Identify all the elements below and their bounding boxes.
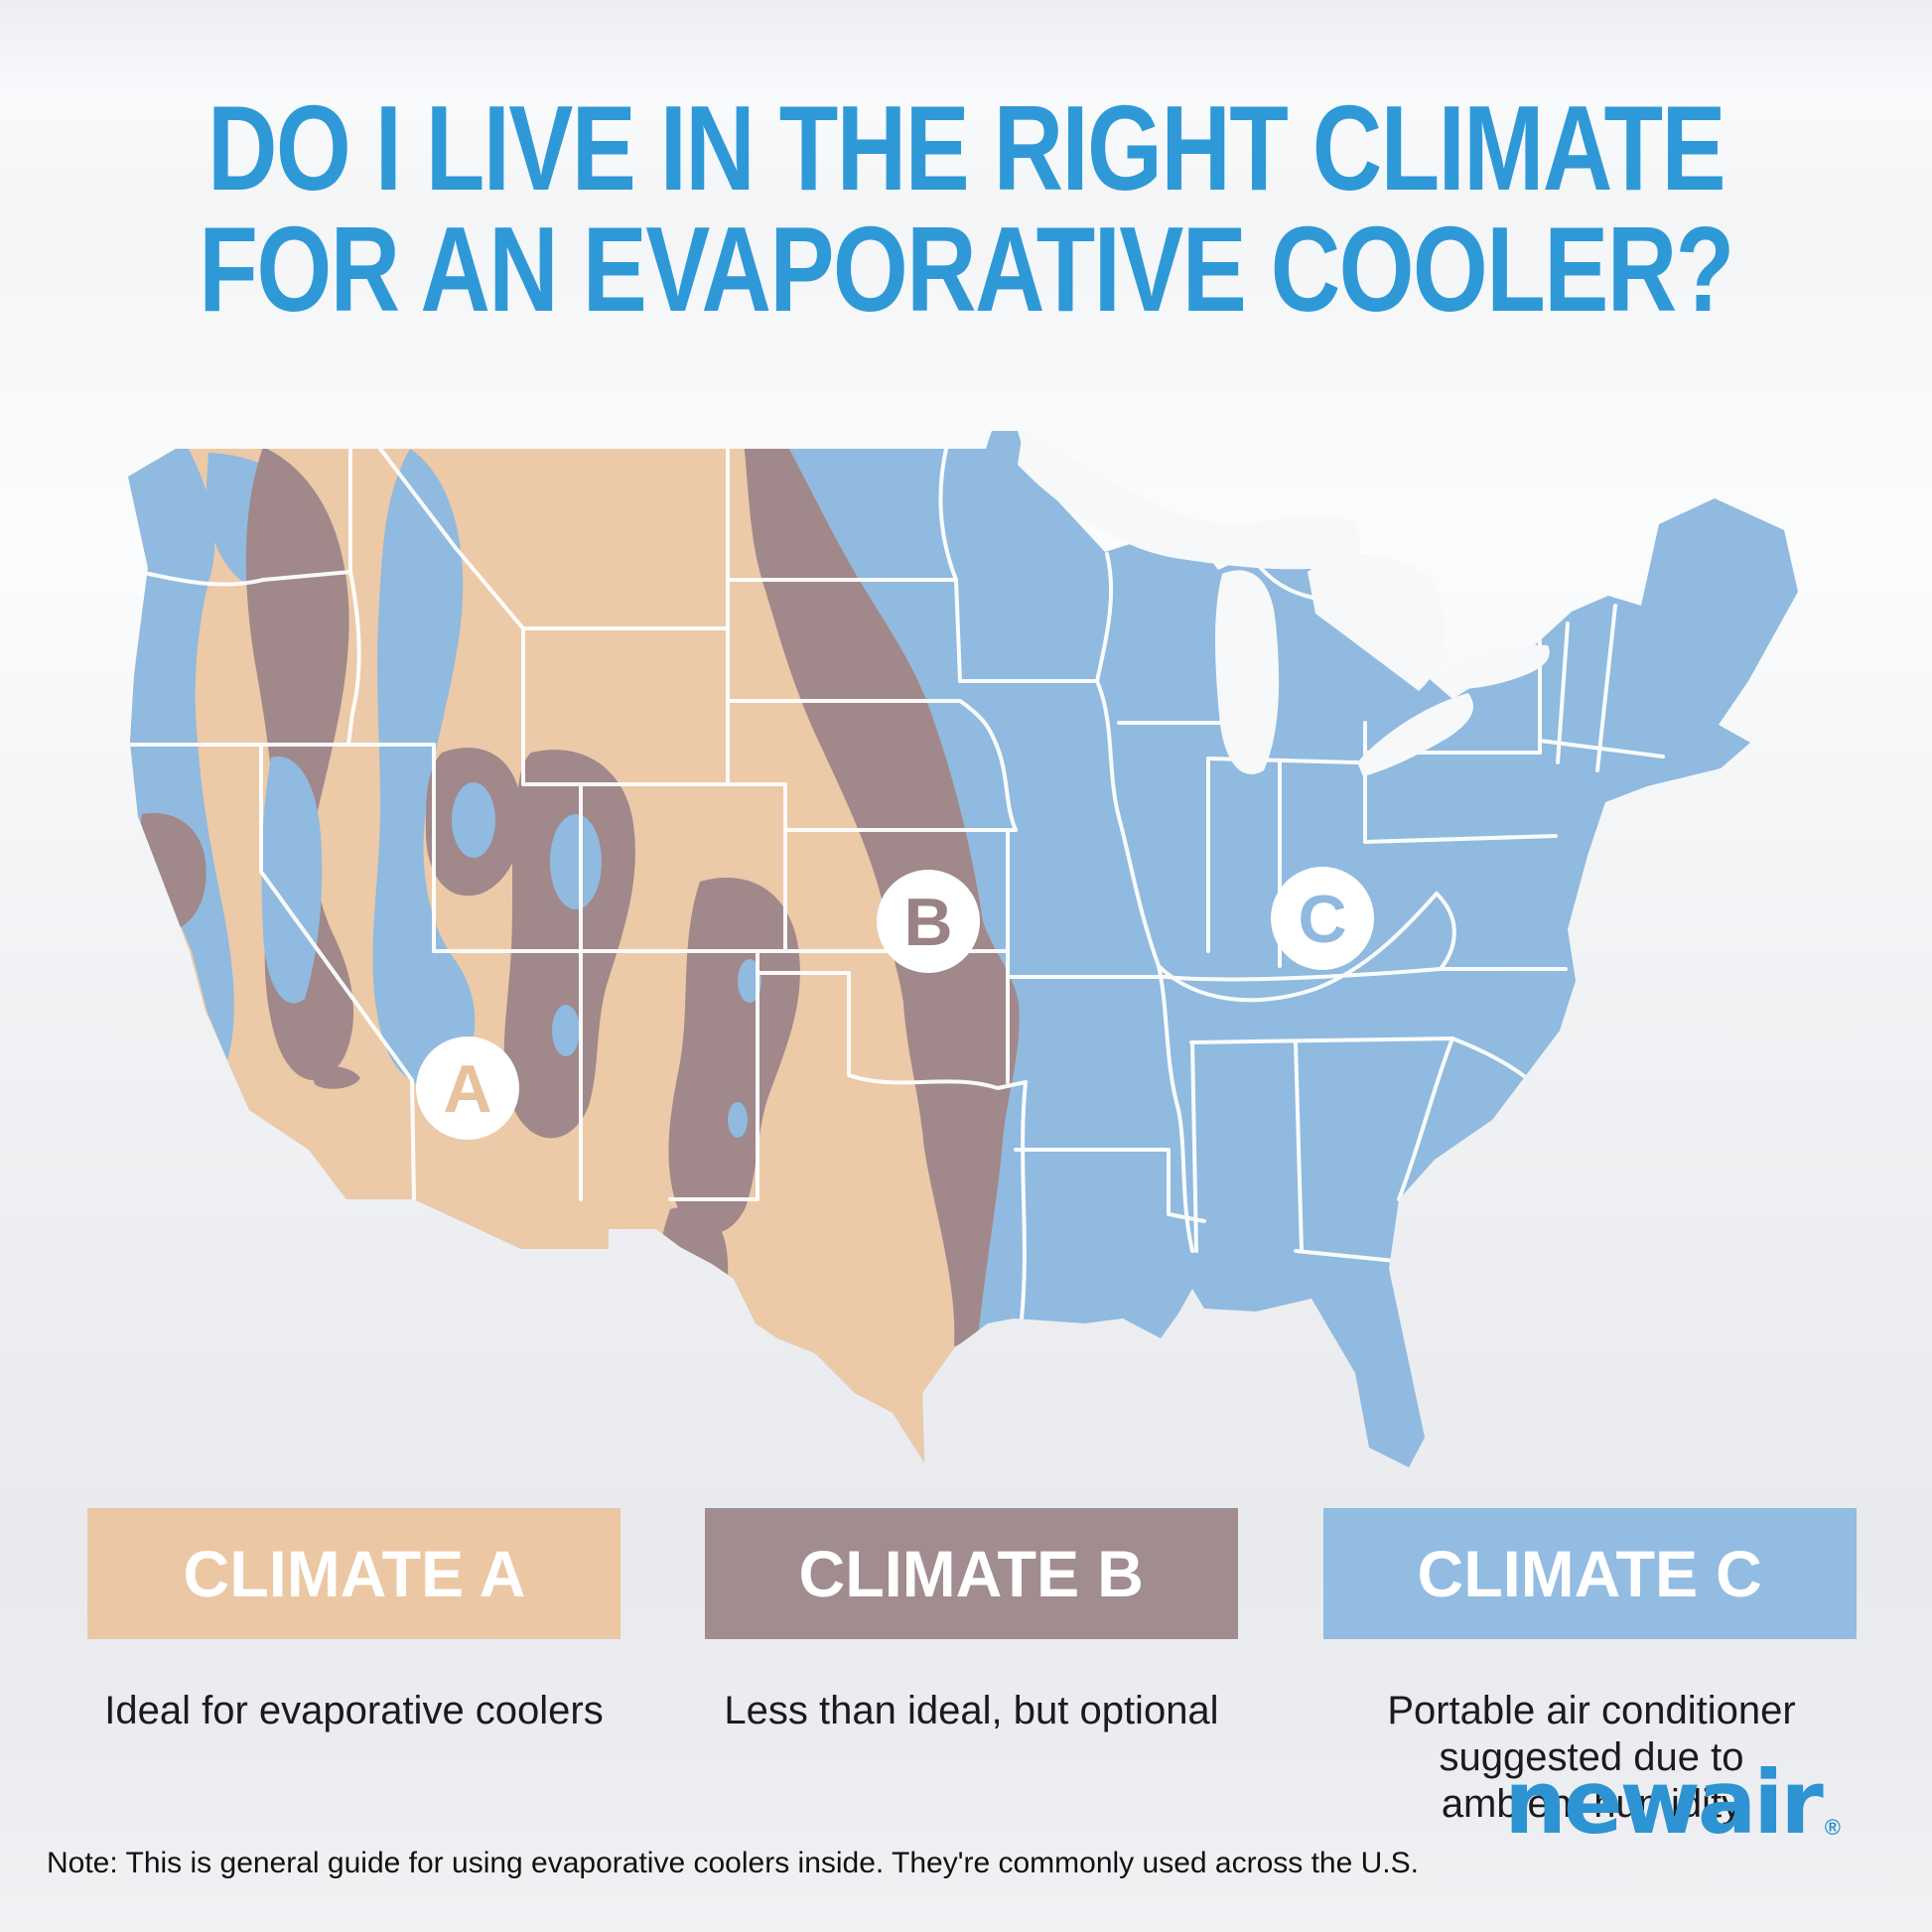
zone-sierra-c bbox=[261, 757, 323, 1004]
legend-label-climate-b: CLIMATE B bbox=[798, 1537, 1145, 1610]
zone-marker-c-label: C bbox=[1298, 882, 1346, 957]
zone-marker-b-circle bbox=[877, 870, 980, 973]
zone-marker-b: B bbox=[877, 870, 980, 973]
great-lakes bbox=[1018, 431, 1550, 776]
zone-arizona-b-dash bbox=[311, 1065, 360, 1089]
lake-superior bbox=[1018, 431, 1362, 570]
zone-alpine-lake2-c bbox=[552, 1005, 580, 1056]
footnote: Note: This is general guide for using ev… bbox=[47, 1847, 1419, 1879]
zone-marker-a: A bbox=[416, 1036, 519, 1140]
zone-yellowstone-b bbox=[503, 750, 635, 1139]
zone-salt-lake-c bbox=[452, 782, 495, 858]
page-title-line1: DO I LIVE IN THE RIGHT CLIMATE bbox=[207, 80, 1726, 215]
state-borders bbox=[128, 447, 1665, 1320]
brand-logo: newair ® bbox=[1504, 1759, 1841, 1847]
zone-idaho-c bbox=[372, 449, 476, 1087]
us-climate-map: A B C bbox=[114, 425, 1802, 1477]
registered-trademark-icon: ® bbox=[1824, 1815, 1841, 1840]
zone-marker-a-circle bbox=[416, 1036, 519, 1140]
legend-box-climate-c: CLIMATE C bbox=[1323, 1508, 1857, 1639]
legend-box-climate-b: CLIMATE B bbox=[705, 1508, 1238, 1639]
legend-desc-climate-b: Less than ideal, but optional bbox=[724, 1689, 1219, 1732]
lake-michigan bbox=[1215, 570, 1280, 774]
legend-box-climate-a: CLIMATE A bbox=[87, 1508, 621, 1639]
zone-alpine-lake-c bbox=[550, 814, 602, 909]
zone-overlays bbox=[128, 431, 1665, 1467]
brand-logo-text: newair bbox=[1504, 1751, 1824, 1854]
zone-newmexico-b bbox=[650, 1206, 729, 1419]
lake-huron bbox=[1308, 554, 1445, 691]
legend-desc-climate-c: Portable air conditioner suggested due t… bbox=[1387, 1689, 1796, 1827]
zone-climate-b-band bbox=[742, 431, 1020, 1346]
legend-label-climate-c: CLIMATE C bbox=[1417, 1537, 1763, 1610]
legend-label-climate-a: CLIMATE A bbox=[183, 1537, 525, 1610]
page-title-line2: FOR AN EVAPORATIVE COOLER? bbox=[199, 202, 1734, 337]
us-climate-map-svg: A B C bbox=[128, 431, 1798, 1467]
zone-pacific-coast-c bbox=[128, 440, 234, 1060]
legend-desc-climate-a: Ideal for evaporative coolers bbox=[104, 1689, 604, 1732]
zone-colorado-b bbox=[668, 878, 800, 1234]
zone-marker-c: C bbox=[1271, 867, 1374, 970]
page-title: DO I LIVE IN THE RIGHT CLIMATE FOR AN EV… bbox=[194, 87, 1739, 330]
zone-colorado-lake2-c bbox=[728, 1102, 748, 1138]
lake-ontario bbox=[1443, 644, 1550, 689]
zone-marker-a-label: A bbox=[443, 1051, 491, 1127]
zone-marker-c-circle bbox=[1271, 867, 1374, 970]
lake-erie bbox=[1357, 693, 1473, 776]
zone-marker-b-label: B bbox=[903, 885, 952, 960]
